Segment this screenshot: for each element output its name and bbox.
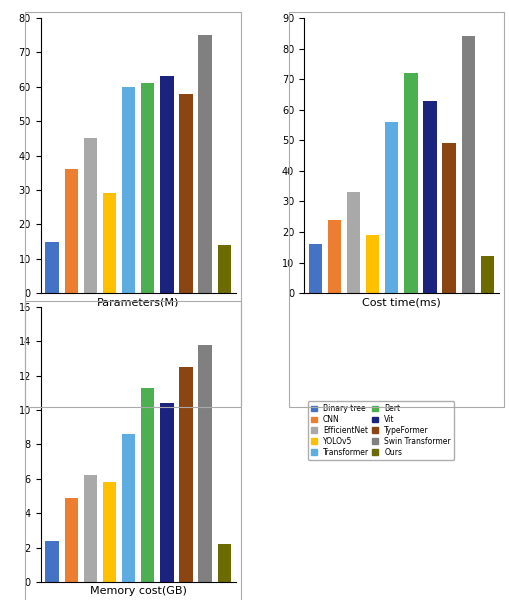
Legend: Binary tree, CNN, EfficientNet, YOLOv5, Transformer, Bert, Vit, TypeFormer, Swin: Binary tree, CNN, EfficientNet, YOLOv5, …: [308, 401, 454, 460]
Bar: [480, 256, 494, 293]
Bar: [217, 245, 231, 293]
X-axis label: Cost time(ms): Cost time(ms): [362, 297, 441, 307]
Legend: Binary tree, CNN, EfficientNet, YOLOv5, Transformer, Bert, Vit, TypeFormer, Swin: Binary tree, CNN, EfficientNet, YOLOv5, …: [45, 401, 191, 460]
Bar: [45, 242, 59, 293]
Bar: [122, 87, 135, 293]
Bar: [160, 76, 174, 293]
Bar: [423, 101, 437, 293]
Bar: [199, 345, 212, 582]
Bar: [366, 235, 379, 293]
Bar: [45, 541, 59, 582]
Bar: [141, 83, 154, 293]
Bar: [179, 94, 192, 293]
Bar: [103, 482, 116, 582]
Bar: [385, 122, 399, 293]
Bar: [442, 143, 456, 293]
Bar: [65, 498, 78, 582]
Bar: [328, 220, 341, 293]
Bar: [83, 475, 97, 582]
Bar: [308, 244, 322, 293]
X-axis label: Parameters(M): Parameters(M): [97, 297, 179, 307]
Bar: [103, 193, 116, 293]
Bar: [179, 367, 192, 582]
Bar: [160, 403, 174, 582]
Bar: [199, 35, 212, 293]
Bar: [65, 169, 78, 293]
Bar: [141, 388, 154, 582]
Bar: [83, 139, 97, 293]
Bar: [462, 37, 475, 293]
X-axis label: Memory cost(GB): Memory cost(GB): [90, 586, 187, 596]
Bar: [404, 73, 417, 293]
Bar: [217, 544, 231, 582]
Bar: [347, 192, 360, 293]
Bar: [122, 434, 135, 582]
